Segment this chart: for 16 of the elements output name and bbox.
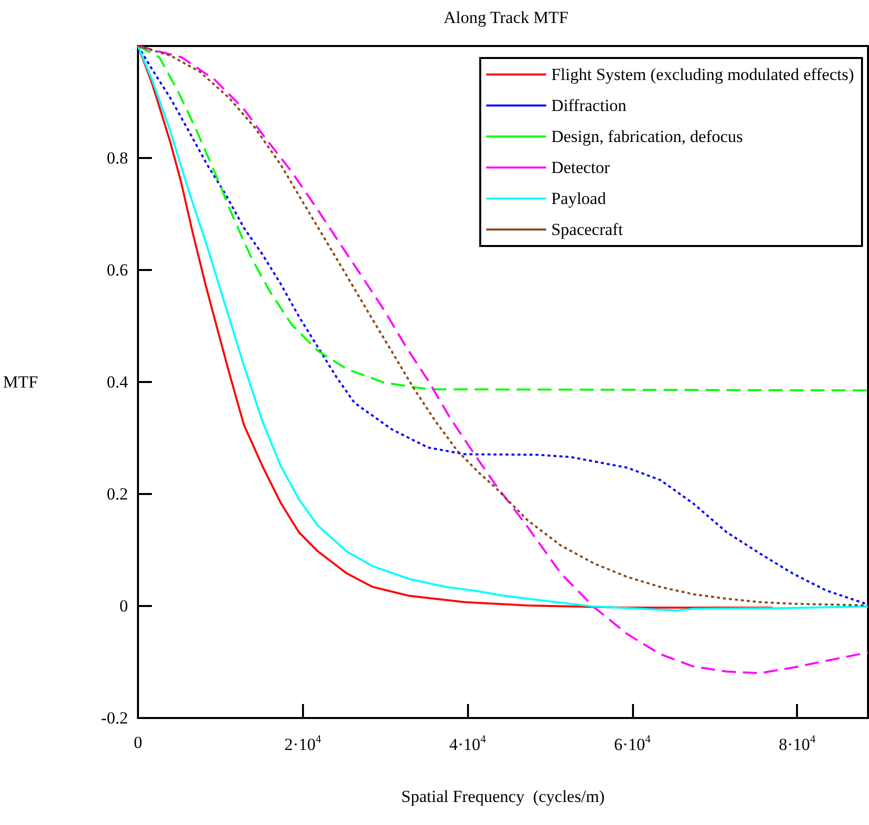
legend-label: Payload	[551, 189, 606, 208]
y-tick-label: 0.2	[106, 484, 128, 504]
legend-label: Detector	[551, 158, 610, 177]
legend-label: Spacecraft	[551, 220, 624, 239]
chart-title: Along Track MTF	[444, 8, 568, 27]
legend-label: Diffraction	[551, 96, 627, 115]
y-tick-label: -0.2	[101, 708, 128, 728]
legend-label: Design, fabrication, defocus	[551, 127, 743, 146]
y-tick-label: 0.8	[106, 148, 128, 168]
legend-label: Flight System (excluding modulated effects)	[551, 65, 854, 84]
y-tick-label: 0	[119, 596, 128, 616]
y-tick-label: 0.6	[106, 260, 128, 280]
x-tick-label: 0	[134, 733, 142, 752]
y-tick-label: 0.4	[106, 372, 128, 392]
y-axis-title: MTF	[2, 372, 38, 392]
x-axis-title: Spatial Frequency (cycles/m)	[401, 787, 605, 806]
